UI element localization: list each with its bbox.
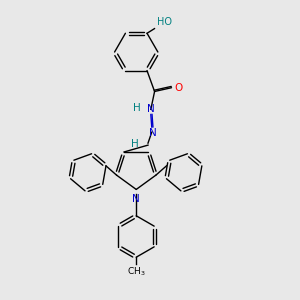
Text: CH$_3$: CH$_3$ bbox=[127, 266, 146, 278]
Text: HO: HO bbox=[158, 16, 172, 27]
Text: O: O bbox=[174, 83, 182, 93]
Text: N: N bbox=[132, 194, 140, 204]
Text: N: N bbox=[149, 128, 157, 138]
Text: H: H bbox=[131, 139, 139, 149]
Text: H: H bbox=[133, 103, 141, 113]
Text: N: N bbox=[147, 104, 155, 114]
